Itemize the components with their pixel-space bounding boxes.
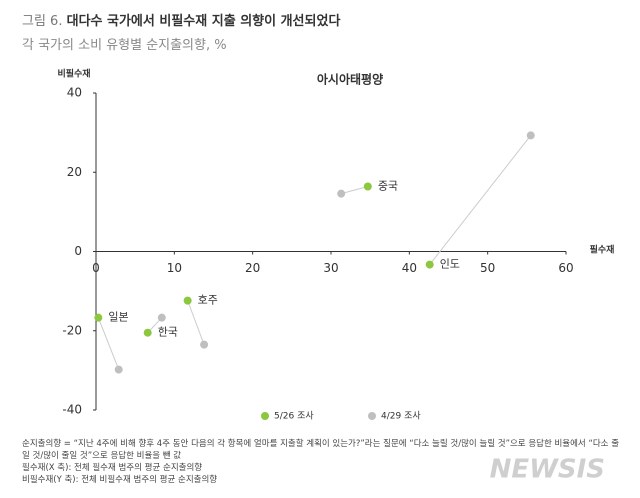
legend-marker bbox=[261, 412, 269, 420]
y-axis-label: 비필수재 bbox=[57, 68, 90, 80]
y-tick-label: -40 bbox=[62, 403, 82, 417]
heading: 그림 6. 대다수 국가에서 비필수재 지출 의향이 개선되었다 bbox=[22, 10, 340, 29]
x-tick-label: 50 bbox=[480, 261, 495, 275]
point bbox=[526, 131, 535, 140]
figure-label: 그림 6. bbox=[22, 14, 63, 29]
x-tick-label: 10 bbox=[167, 261, 182, 275]
note: 비필수재(Y 축): 전체 비필수재 범주의 평균 순지출의향 bbox=[22, 475, 218, 485]
x-tick-label: 0 bbox=[92, 261, 100, 275]
x-tick-label: 40 bbox=[402, 261, 417, 275]
legend-marker bbox=[368, 412, 376, 420]
x-tick-label: 20 bbox=[245, 261, 260, 275]
y-tick-label: 20 bbox=[67, 165, 82, 179]
point bbox=[143, 328, 152, 337]
point bbox=[337, 189, 346, 198]
point-label: 중국 bbox=[378, 180, 398, 193]
chart-title: 아시아태평양 bbox=[317, 72, 383, 87]
watermark: NEWSIS bbox=[490, 455, 605, 485]
point-label: 호주 bbox=[198, 294, 218, 307]
point-label: 한국 bbox=[158, 326, 178, 339]
y-tick-label: -20 bbox=[62, 323, 82, 337]
point bbox=[94, 313, 103, 322]
point bbox=[425, 260, 434, 269]
point bbox=[200, 340, 209, 349]
notes: 순지출의향 = “지난 4주에 비해 향후 4주 동안 다음의 각 항목에 얼마… bbox=[22, 438, 622, 486]
connector bbox=[187, 300, 205, 345]
subtitle: 각 국가의 소비 유형별 순지출의향, % bbox=[22, 38, 227, 53]
y-tick-label: 0 bbox=[74, 244, 82, 258]
y-tick-label: 40 bbox=[67, 86, 82, 100]
title: 대다수 국가에서 비필수재 지출 의향이 개선되었다 bbox=[66, 14, 341, 29]
point-label: 인도 bbox=[440, 258, 460, 271]
point bbox=[183, 296, 192, 305]
connector bbox=[97, 317, 120, 370]
x-tick-label: 60 bbox=[558, 261, 573, 275]
note: 필수재(X 축): 전체 필수재 범주의 평균 순지출의향 bbox=[22, 463, 203, 473]
x-tick-label: 30 bbox=[323, 261, 338, 275]
legend-label: 5/26 조사 bbox=[274, 411, 314, 422]
connector bbox=[429, 135, 532, 265]
point bbox=[363, 182, 372, 191]
point bbox=[157, 313, 166, 322]
point-label: 일본 bbox=[108, 310, 128, 324]
legend-label: 4/29 조사 bbox=[381, 411, 421, 422]
note: 순지출의향 = “지난 4주에 비해 향후 4주 동안 다음의 각 항목에 얼마… bbox=[22, 439, 620, 461]
point bbox=[114, 365, 123, 374]
x-axis-label: 필수재 bbox=[590, 244, 615, 256]
connector bbox=[341, 186, 368, 195]
